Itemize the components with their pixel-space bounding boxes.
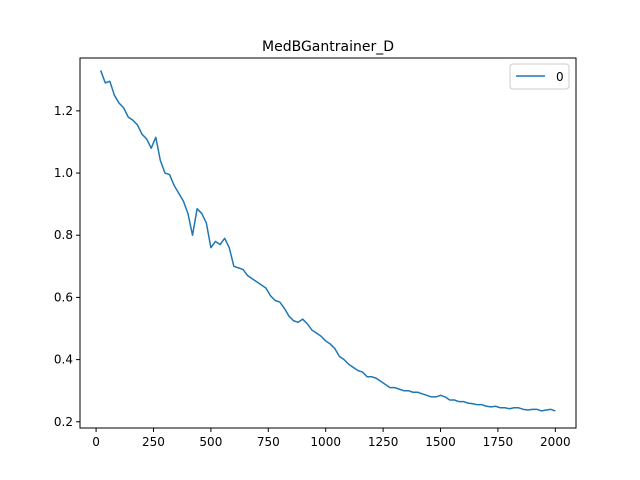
plot-area: 0 250 500 750 1000 1250 1500 1750 2000 0.2 0.4 0.6 0…	[54, 57, 577, 449]
x-tick-label: 250	[142, 435, 165, 449]
y-tick-label: 0.2	[54, 415, 73, 429]
axis-tick-layer: 0 250 500 750 1000 1250 1500 1750 2000 0.2 0.4 0.6 0…	[54, 104, 571, 449]
axes-frame	[79, 57, 577, 429]
chart-title: MedBGantrainer_D	[262, 39, 394, 55]
y-tick-label: 0.4	[54, 353, 73, 367]
x-tick-label: 750	[257, 435, 280, 449]
legend-label-series-0: 0	[556, 70, 564, 84]
series-line-layer	[99, 70, 556, 412]
series-line-0	[99, 70, 556, 412]
y-tick-label: 1.2	[54, 104, 73, 118]
y-tick-label: 0.8	[54, 228, 73, 242]
x-tick-label: 1750	[483, 435, 514, 449]
x-tick-label: 1500	[425, 435, 456, 449]
x-tick-label: 500	[199, 435, 222, 449]
x-tick-label: 0	[92, 435, 100, 449]
legend: 0	[509, 63, 570, 90]
x-tick-label: 1000	[310, 435, 341, 449]
x-tick-label: 1250	[368, 435, 399, 449]
y-tick-label: 1.0	[54, 166, 73, 180]
x-tick-label: 2000	[540, 435, 571, 449]
y-tick-label: 0.6	[54, 290, 73, 304]
